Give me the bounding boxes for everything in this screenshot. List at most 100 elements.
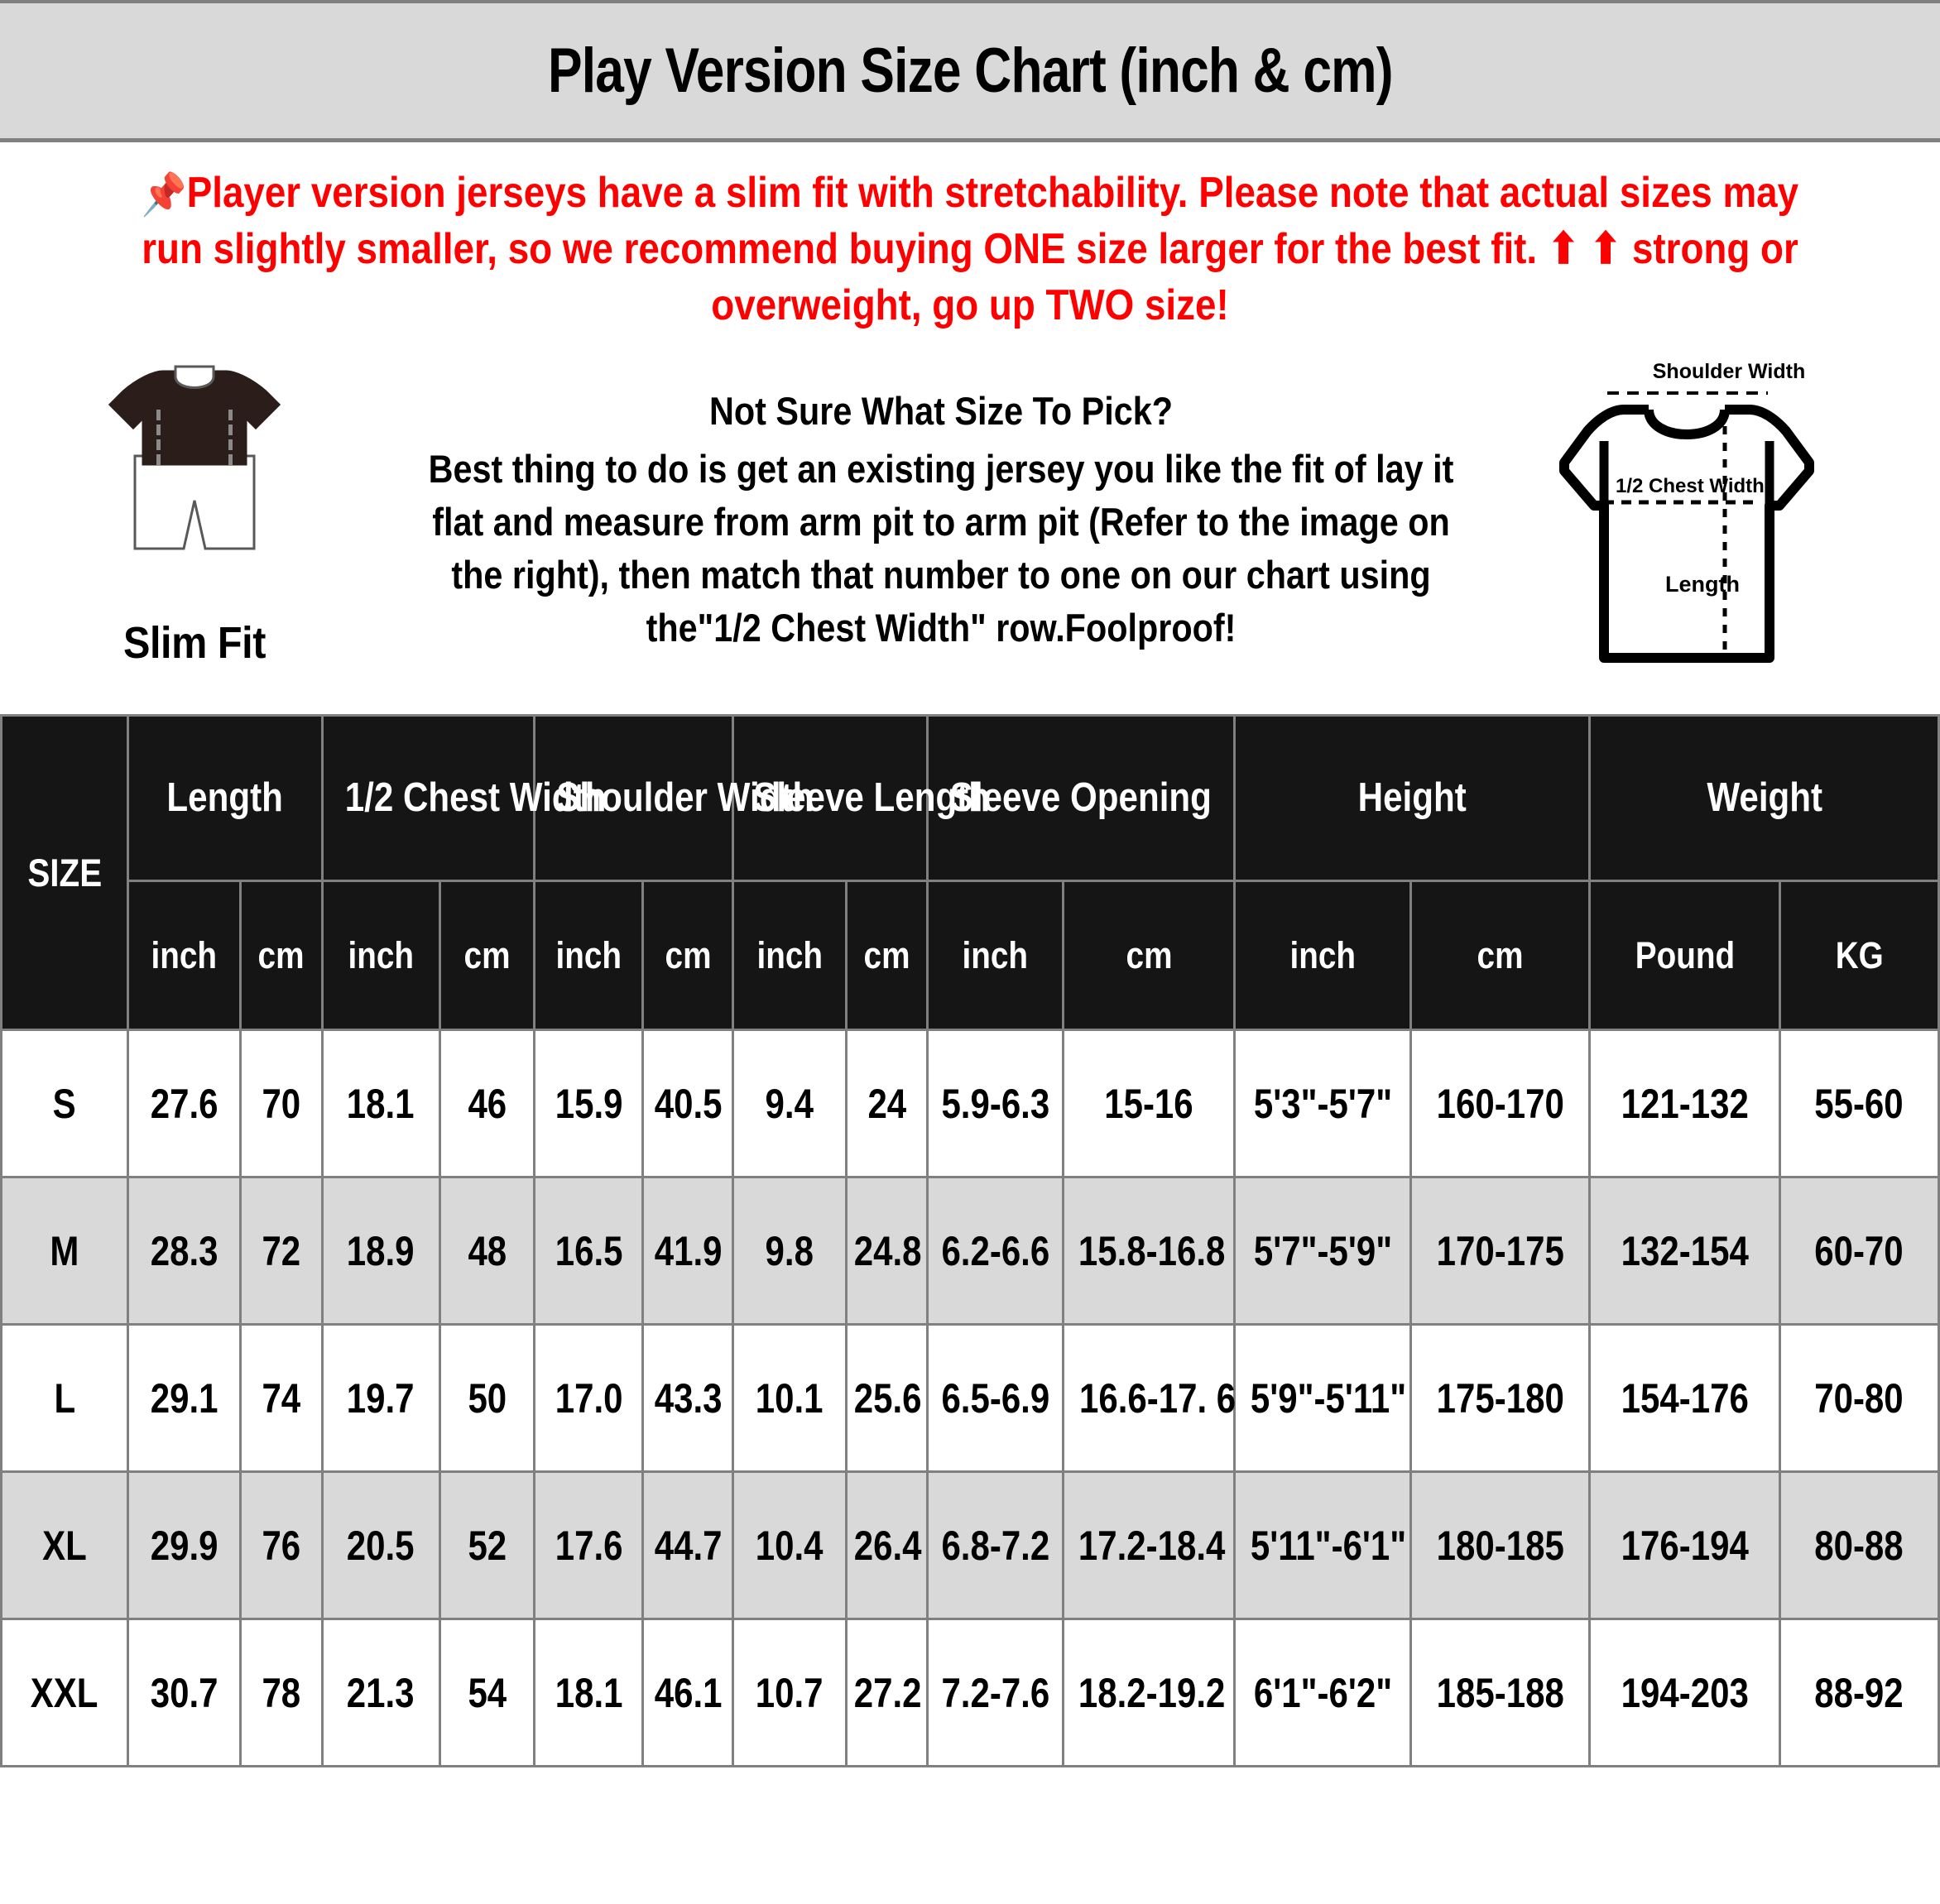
cell-sleeve-opening-cm: 15-16 xyxy=(1061,1029,1237,1179)
notice-text: Player version jerseys have a slim fit w… xyxy=(142,169,1799,329)
cell-shoulder-cm: 46.1 xyxy=(641,1618,735,1768)
cell-sleeve-length-inch: 9.4 xyxy=(732,1029,848,1179)
cell-sleeve-opening-cm: 18.2-19.2 xyxy=(1061,1618,1237,1768)
table-body: S 27.6 70 18.1 46 15.9 40.5 9.4 24 5.9-6… xyxy=(0,1029,1940,1768)
cell-height-inch: 6'1"-6'2" xyxy=(1233,1618,1413,1768)
cell-length-inch: 29.9 xyxy=(126,1470,242,1621)
cell-chest-inch: 19.7 xyxy=(320,1323,441,1474)
cell-shoulder-cm: 43.3 xyxy=(641,1323,735,1474)
jersey-and-shorts-icon xyxy=(108,365,281,550)
header-group-sleeve-length: Sleeve Length xyxy=(732,714,990,883)
cell-chest-inch: 18.9 xyxy=(320,1176,441,1326)
cell-sleeve-opening-inch: 6.2-6.6 xyxy=(926,1176,1064,1326)
shoulder-width-label-text: Shoulder Width xyxy=(1653,360,1805,383)
notice-banner: 📌Player version jerseys have a slim fit … xyxy=(0,142,1940,342)
header-unit-sleeve-opening-inch: inch xyxy=(926,880,1064,1032)
cell-weight-pound: 121-132 xyxy=(1588,1029,1781,1179)
cell-size: XXL xyxy=(0,1618,129,1768)
cell-weight-kg: 88-92 xyxy=(1778,1618,1940,1768)
cell-sleeve-opening-cm: 16.6-17. 6 xyxy=(1061,1323,1237,1474)
cell-weight-kg: 55-60 xyxy=(1778,1029,1940,1179)
how-to-question: Not Sure What Size To Pick? xyxy=(709,389,1173,434)
cell-sleeve-opening-inch: 7.2-7.6 xyxy=(926,1618,1064,1768)
header-group-weight: Weight xyxy=(1588,714,1940,883)
header-group-half-chest-width: 1/2 Chest Width xyxy=(320,714,606,883)
length-label-text: Length xyxy=(1665,572,1740,597)
cell-sleeve-length-cm: 26.4 xyxy=(844,1470,929,1621)
cell-height-cm: 180-185 xyxy=(1409,1470,1592,1621)
header-group-sleeve-opening: Sleeve Opening xyxy=(926,714,1237,883)
cell-sleeve-opening-inch: 5.9-6.3 xyxy=(926,1029,1064,1179)
header-unit-shoulder-cm: cm xyxy=(641,880,735,1032)
cell-height-cm: 185-188 xyxy=(1409,1618,1592,1768)
header-group-height: Height xyxy=(1233,714,1592,883)
header-size: SIZE xyxy=(0,714,129,1032)
table-header: SIZE Length 1/2 Chest Width Shoulder Wid… xyxy=(0,714,1940,1032)
slim-fit-block: Slim Fit xyxy=(0,350,331,669)
cell-length-cm: 74 xyxy=(239,1323,324,1474)
cell-sleeve-length-inch: 9.8 xyxy=(732,1176,848,1326)
header-unit-height-cm: cm xyxy=(1409,880,1592,1032)
half-chest-width-label-text: 1/2 Chest Width xyxy=(1616,475,1765,497)
cell-length-inch: 27.6 xyxy=(126,1029,242,1179)
cell-sleeve-length-cm: 24 xyxy=(844,1029,929,1179)
cell-length-inch: 30.7 xyxy=(126,1618,242,1768)
cell-weight-pound: 154-176 xyxy=(1588,1323,1781,1474)
cell-weight-pound: 176-194 xyxy=(1588,1470,1781,1621)
header-unit-sleeve-length-inch: inch xyxy=(732,880,848,1032)
cell-weight-kg: 80-88 xyxy=(1778,1470,1940,1621)
size-table: SIZE Length 1/2 Chest Width Shoulder Wid… xyxy=(0,714,1940,1768)
cell-chest-cm: 54 xyxy=(438,1618,536,1768)
cell-chest-inch: 20.5 xyxy=(320,1470,441,1621)
cell-sleeve-length-cm: 27.2 xyxy=(844,1618,929,1768)
header-unit-weight-pound: Pound xyxy=(1588,880,1781,1032)
cell-shoulder-cm: 44.7 xyxy=(641,1470,735,1621)
cell-height-inch: 5'3"-5'7" xyxy=(1233,1029,1413,1179)
header-unit-sleeve-opening-cm: cm xyxy=(1061,880,1237,1032)
cell-weight-kg: 70-80 xyxy=(1778,1323,1940,1474)
cell-shoulder-inch: 16.5 xyxy=(533,1176,645,1326)
cell-weight-pound: 132-154 xyxy=(1588,1176,1781,1326)
info-band: Slim Fit Not Sure What Size To Pick? Bes… xyxy=(0,342,1940,714)
cell-length-cm: 70 xyxy=(239,1029,324,1179)
header-unit-chest-inch: inch xyxy=(320,880,441,1032)
cell-sleeve-length-cm: 24.8 xyxy=(844,1176,929,1326)
cell-shoulder-inch: 17.0 xyxy=(533,1323,645,1474)
header-unit-chest-cm: cm xyxy=(438,880,536,1032)
cell-weight-pound: 194-203 xyxy=(1588,1618,1781,1768)
slim-fit-label: Slim Fit xyxy=(123,618,266,669)
how-to-pick-text: Not Sure What Size To Pick? Best thing t… xyxy=(331,350,1551,655)
cell-weight-kg: 60-70 xyxy=(1778,1176,1940,1326)
cell-sleeve-opening-cm: 15.8-16.8 xyxy=(1061,1176,1237,1326)
cell-shoulder-cm: 40.5 xyxy=(641,1029,735,1179)
cell-sleeve-opening-inch: 6.8-7.2 xyxy=(926,1470,1064,1621)
header-group-shoulder-width: Shoulder Width xyxy=(533,714,814,883)
cell-shoulder-cm: 41.9 xyxy=(641,1176,735,1326)
cell-length-inch: 29.1 xyxy=(126,1323,242,1474)
cell-height-cm: 175-180 xyxy=(1409,1323,1592,1474)
header-unit-shoulder-inch: inch xyxy=(533,880,645,1032)
cell-length-cm: 78 xyxy=(239,1618,324,1768)
page-title-bar: Play Version Size Chart (inch & cm) xyxy=(0,0,1940,142)
page-title: Play Version Size Chart (inch & cm) xyxy=(547,36,1393,106)
cell-chest-cm: 52 xyxy=(438,1470,536,1621)
cell-chest-inch: 21.3 xyxy=(320,1618,441,1768)
table-row: XXL 30.7 78 21.3 54 18.1 46.1 10.7 27.2 … xyxy=(0,1618,1940,1768)
cell-sleeve-length-cm: 25.6 xyxy=(844,1323,929,1474)
cell-height-cm: 160-170 xyxy=(1409,1029,1592,1179)
cell-length-inch: 28.3 xyxy=(126,1176,242,1326)
cell-size: XL xyxy=(0,1470,129,1621)
table-row: L 29.1 74 19.7 50 17.0 43.3 10.1 25.6 6.… xyxy=(0,1323,1940,1474)
header-unit-length-cm: cm xyxy=(239,880,324,1032)
table-row: M 28.3 72 18.9 48 16.5 41.9 9.8 24.8 6.2… xyxy=(0,1176,1940,1326)
cell-chest-inch: 18.1 xyxy=(320,1029,441,1179)
cell-chest-cm: 48 xyxy=(438,1176,536,1326)
how-to-body: Best thing to do is get an existing jers… xyxy=(428,447,1454,650)
pushpin-icon: 📌 xyxy=(141,171,187,218)
cell-shoulder-inch: 15.9 xyxy=(533,1029,645,1179)
tshirt-diagram-icon: Shoulder Width 1/2 Chest Width Length xyxy=(1559,360,1814,664)
cell-chest-cm: 50 xyxy=(438,1323,536,1474)
cell-size: S xyxy=(0,1029,129,1179)
cell-shoulder-inch: 17.6 xyxy=(533,1470,645,1621)
